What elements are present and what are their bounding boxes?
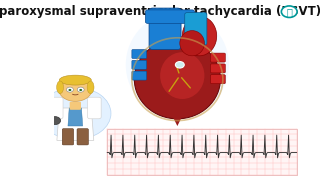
Ellipse shape (134, 40, 220, 119)
Polygon shape (68, 108, 83, 126)
FancyBboxPatch shape (211, 64, 225, 73)
Circle shape (50, 117, 60, 125)
Text: paroxysmal supraventricular tachycardia (PSVT): paroxysmal supraventricular tachycardia … (0, 5, 320, 18)
Ellipse shape (180, 31, 204, 56)
Circle shape (175, 62, 184, 68)
Ellipse shape (59, 75, 91, 85)
Circle shape (281, 6, 297, 17)
Circle shape (67, 87, 73, 92)
Ellipse shape (160, 52, 204, 99)
FancyBboxPatch shape (132, 50, 147, 59)
FancyBboxPatch shape (77, 129, 88, 145)
Ellipse shape (126, 13, 229, 117)
FancyBboxPatch shape (149, 8, 181, 50)
Ellipse shape (57, 81, 63, 94)
FancyBboxPatch shape (70, 102, 81, 110)
Circle shape (68, 89, 71, 91)
Circle shape (59, 77, 92, 101)
FancyBboxPatch shape (50, 97, 63, 119)
Ellipse shape (182, 16, 217, 56)
Ellipse shape (87, 81, 94, 94)
FancyBboxPatch shape (211, 75, 225, 84)
FancyBboxPatch shape (88, 97, 101, 119)
FancyBboxPatch shape (132, 60, 147, 69)
Circle shape (77, 87, 84, 92)
Circle shape (79, 89, 82, 91)
FancyBboxPatch shape (145, 10, 195, 23)
FancyBboxPatch shape (107, 129, 297, 175)
Circle shape (40, 87, 111, 140)
FancyBboxPatch shape (185, 13, 207, 45)
FancyBboxPatch shape (132, 71, 147, 80)
Polygon shape (57, 108, 94, 140)
FancyBboxPatch shape (211, 53, 225, 62)
Polygon shape (168, 106, 187, 126)
FancyBboxPatch shape (62, 129, 74, 145)
Text: ⭮: ⭮ (286, 7, 292, 17)
